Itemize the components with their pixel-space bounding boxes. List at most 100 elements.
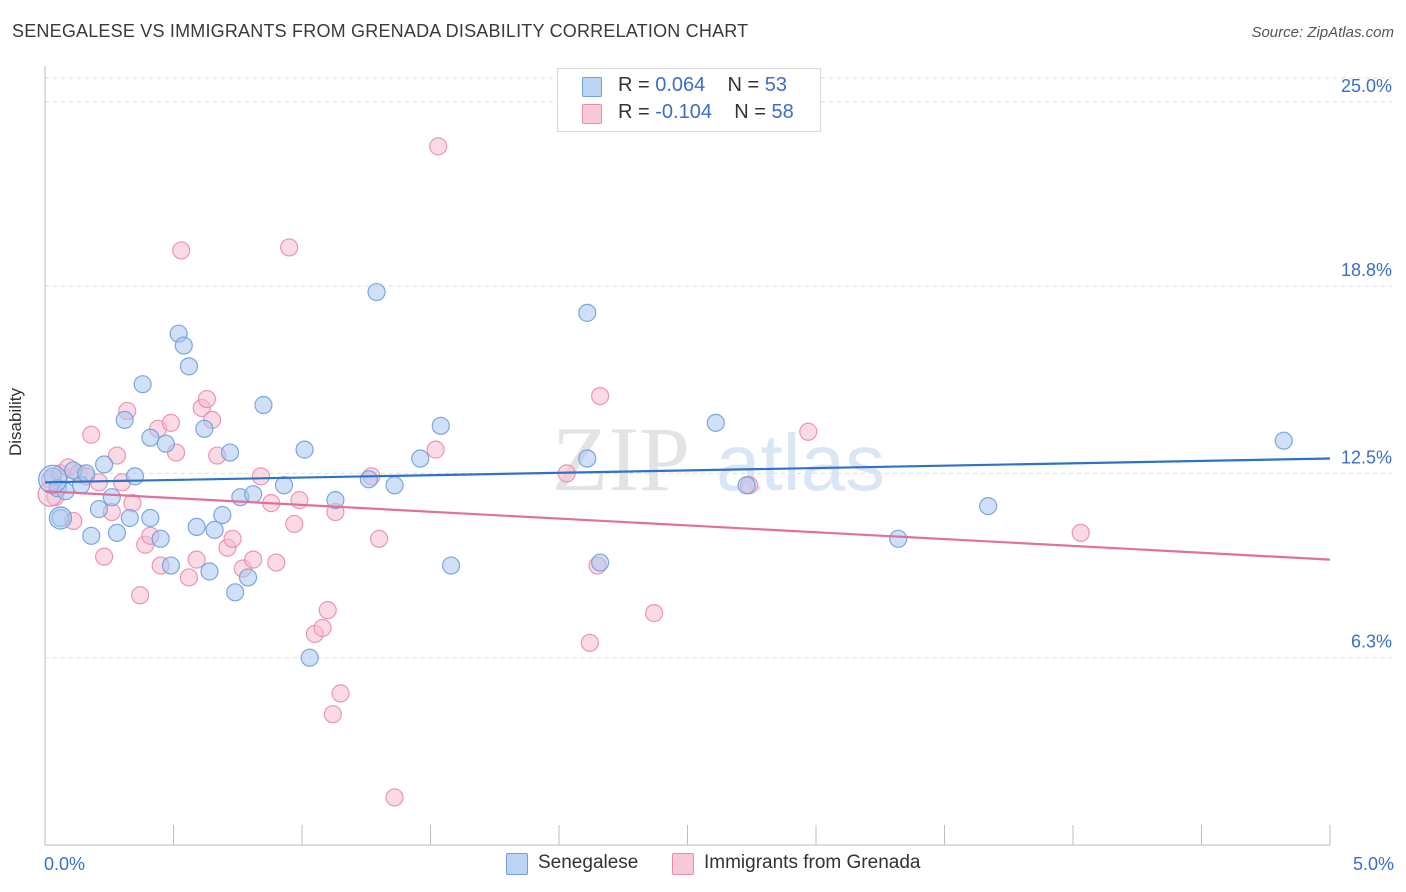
point-senegalese [161,556,181,575]
r-label: R = [618,74,656,96]
y-tick-label: 25.0% [1341,76,1392,96]
point-senegalese [156,434,175,453]
point-grenada [385,788,404,807]
point-senegalese [187,517,206,537]
x-tick-label: 5.0% [1353,854,1394,874]
point-senegalese [578,303,597,322]
series-legend: Senegalese Immigrants from Grenada [0,852,1406,878]
point-senegalese [737,476,756,495]
point-senegalese [205,520,224,539]
point-senegalese [174,336,193,355]
point-grenada [107,446,127,465]
pink-swatch [582,104,602,124]
point-grenada [251,467,270,486]
point-senegalese [89,499,109,519]
blue-swatch [582,77,602,97]
point-senegalese [706,413,725,432]
point-senegalese [226,583,245,602]
pink-swatch [672,853,694,875]
point-grenada [370,529,389,548]
watermark-zip: ZIP [552,408,690,510]
y-tick-label: 6.3% [1351,632,1392,652]
point-senegalese [115,410,134,429]
point-grenada [244,550,263,569]
y-axis-label: Disability [6,387,25,456]
point-senegalese [979,496,998,516]
y-tick-labels: 6.3% 12.5% 18.8% 25.0% [1341,76,1392,652]
point-grenada [1071,523,1090,542]
point-senegalese [441,556,461,575]
point-senegalese [431,416,450,435]
point-senegalese [367,282,386,302]
point-senegalese [385,476,404,495]
point-grenada [130,586,150,605]
point-senegalese [591,553,610,572]
point-senegalese [141,508,160,528]
point-senegalese [120,508,139,528]
point-senegalese [238,568,258,587]
point-grenada [318,601,337,620]
point-senegalese [195,419,214,438]
point-grenada [223,529,242,548]
point-grenada [323,705,342,724]
point-senegalese [254,395,273,415]
point-senegalese [578,449,597,468]
point-senegalese [82,526,101,545]
point-grenada [280,238,299,257]
point-grenada [187,550,206,569]
r-value: -0.104 [655,101,712,123]
axis-layer [44,66,1331,846]
n-value: 53 [764,74,788,96]
y-tick-label: 12.5% [1341,447,1392,467]
point-grenada [580,633,599,652]
blue-swatch [506,853,528,875]
point-grenada [331,684,350,703]
point-grenada [267,553,286,572]
point-grenada [285,514,304,534]
point-grenada [591,386,610,406]
point-grenada [179,568,199,587]
point-grenada [95,547,114,566]
point-senegalese [295,440,314,459]
point-senegalese [274,476,294,495]
point-senegalese [141,428,160,447]
point-senegalese [411,449,430,468]
legend-label-grenada: Immigrants from Grenada [704,852,921,873]
point-senegalese [95,455,114,474]
x-tick-label: 0.0% [44,854,85,874]
point-senegalese-large [48,506,73,530]
point-grenada [644,604,664,623]
point-grenada [313,618,332,638]
trend-layer [44,457,1331,561]
trend-line-senegalese [44,457,1331,484]
point-senegalese [151,529,170,548]
point-senegalese [359,470,378,489]
trend-line-grenada [44,490,1331,561]
point-grenada [197,389,217,409]
point-senegalese [889,529,908,548]
watermark-layer: ZIP atlas [552,408,885,510]
point-grenada [426,440,445,459]
y-tick-label: 18.8% [1341,260,1392,280]
point-senegalese [200,562,219,581]
source-credit: Source: ZipAtlas.com [1251,24,1394,41]
point-senegalese [133,375,152,394]
point-senegalese [300,648,319,667]
n-label: N = [734,101,772,123]
point-senegalese [179,357,199,376]
point-senegalese [220,443,240,462]
point-senegalese [107,523,127,542]
x-tick-labels: 0.0% 5.0% [44,854,1394,874]
point-senegalese [326,491,345,510]
point-grenada [172,241,191,260]
point-grenada [429,137,448,156]
point-grenada [82,425,101,444]
point-grenada [161,413,181,432]
r-value: 0.064 [655,74,706,96]
point-senegalese [125,467,145,486]
chart-title: SENEGALESE VS IMMIGRANTS FROM GRENADA DI… [12,21,749,41]
legend-label-senegalese: Senegalese [538,852,639,873]
point-senegalese [77,464,96,483]
point-senegalese [102,488,121,507]
